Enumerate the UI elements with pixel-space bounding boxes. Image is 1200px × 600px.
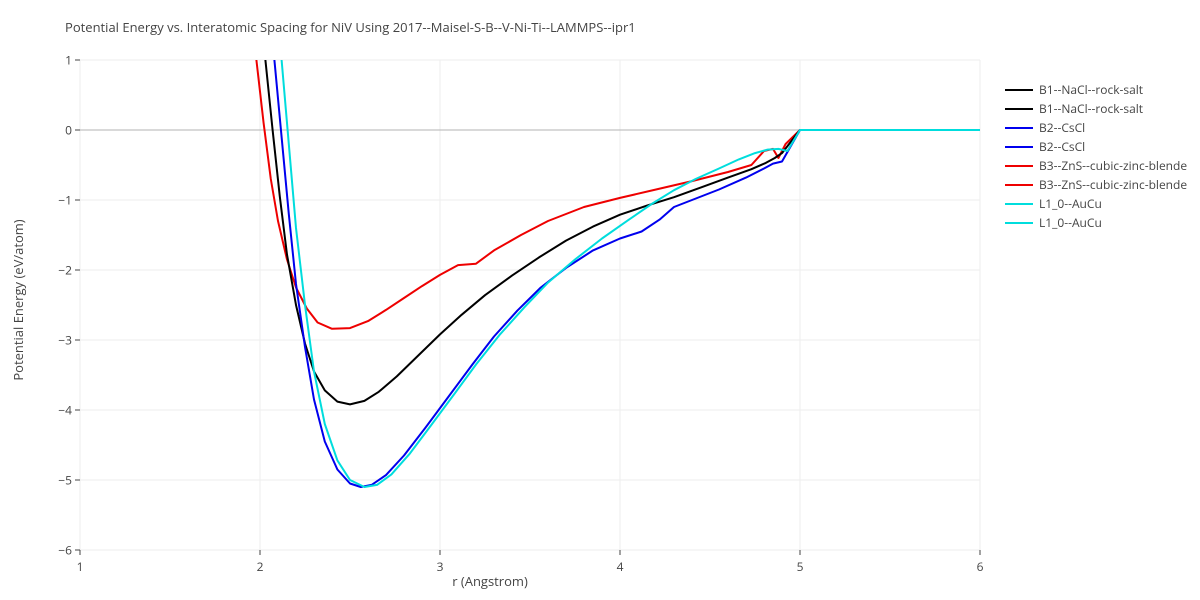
- legend-label: B3--ZnS--cubic-zinc-blende: [1039, 176, 1187, 193]
- legend-label: L1_0--AuCu: [1039, 195, 1102, 212]
- x-tick-label: 4: [617, 558, 624, 575]
- y-tick-label: −3: [58, 332, 72, 349]
- legend-swatch: [1005, 127, 1033, 129]
- legend-item[interactable]: B3--ZnS--cubic-zinc-blende: [1005, 175, 1187, 194]
- legend-item[interactable]: B3--ZnS--cubic-zinc-blende: [1005, 156, 1187, 175]
- legend-label: B1--NaCl--rock-salt: [1039, 100, 1143, 117]
- legend-label: B1--NaCl--rock-salt: [1039, 81, 1143, 98]
- x-tick-label: 5: [797, 558, 804, 575]
- legend-item[interactable]: L1_0--AuCu: [1005, 194, 1187, 213]
- legend-swatch: [1005, 222, 1033, 224]
- y-tick-label: −5: [58, 472, 72, 489]
- legend-label: B2--CsCl: [1039, 119, 1085, 136]
- legend[interactable]: B1--NaCl--rock-salt B1--NaCl--rock-salt B2…: [1005, 80, 1187, 232]
- legend-item[interactable]: B1--NaCl--rock-salt: [1005, 99, 1187, 118]
- legend-swatch: [1005, 89, 1033, 91]
- y-tick-label: 1: [65, 52, 72, 69]
- legend-swatch: [1005, 146, 1033, 148]
- legend-item[interactable]: B2--CsCl: [1005, 137, 1187, 156]
- x-tick-label: 2: [257, 558, 264, 575]
- y-tick-label: −4: [58, 402, 72, 419]
- y-tick-label: 0: [65, 122, 72, 139]
- legend-item[interactable]: B2--CsCl: [1005, 118, 1187, 137]
- series-line: [274, 60, 980, 487]
- series-line: [265, 60, 980, 404]
- legend-swatch: [1005, 165, 1033, 167]
- series-line: [282, 60, 980, 487]
- legend-item[interactable]: L1_0--AuCu: [1005, 213, 1187, 232]
- y-tick-label: −6: [58, 542, 72, 559]
- legend-item[interactable]: B1--NaCl--rock-salt: [1005, 80, 1187, 99]
- y-tick-label: −1: [58, 192, 72, 209]
- x-tick-label: 1: [77, 558, 84, 575]
- series-line: [256, 60, 980, 329]
- legend-label: B3--ZnS--cubic-zinc-blende: [1039, 157, 1187, 174]
- legend-label: L1_0--AuCu: [1039, 214, 1102, 231]
- y-tick-label: −2: [58, 262, 72, 279]
- legend-label: B2--CsCl: [1039, 138, 1085, 155]
- x-tick-label: 6: [977, 558, 984, 575]
- legend-swatch: [1005, 184, 1033, 186]
- legend-swatch: [1005, 108, 1033, 110]
- x-tick-label: 3: [437, 558, 444, 575]
- legend-swatch: [1005, 203, 1033, 205]
- chart-container: { "chart": { "type": "line", "title": "P…: [0, 0, 1200, 600]
